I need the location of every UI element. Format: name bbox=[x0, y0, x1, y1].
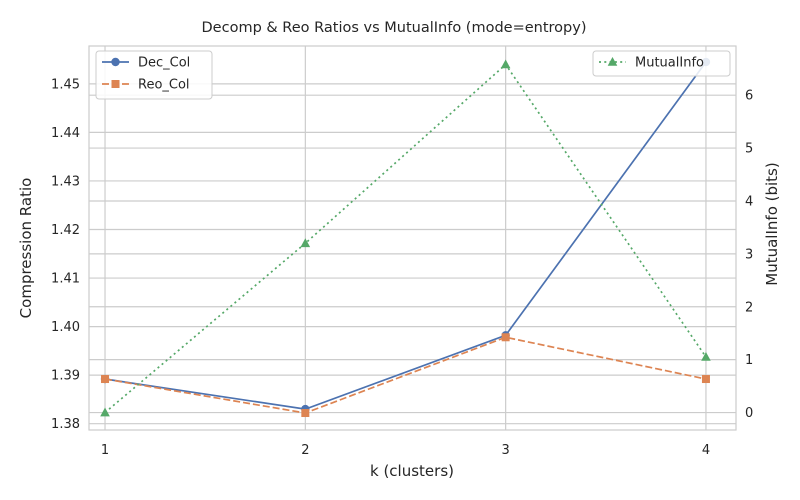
legend-reo-col-label: Reo_Col bbox=[138, 78, 190, 93]
y-tick-label: 1.39 bbox=[51, 369, 80, 384]
y2-tick-label: 4 bbox=[745, 194, 753, 209]
y2-tick-label: 0 bbox=[745, 406, 753, 421]
x-tick-label: 3 bbox=[502, 443, 510, 458]
y-tick-label: 1.41 bbox=[51, 272, 80, 287]
legend-mutualinfo-label: MutualInfo bbox=[635, 56, 704, 71]
y2-tick-label: 6 bbox=[745, 89, 753, 104]
mutualinfo-point bbox=[300, 238, 311, 248]
y-axis-left: 1.38 1.39 1.40 1.41 1.42 1.43 1.44 1.45 bbox=[51, 77, 80, 432]
mutualinfo-point bbox=[100, 407, 110, 417]
legend-right: MutualInfo bbox=[592, 50, 731, 77]
y2-tick-label: 3 bbox=[745, 247, 753, 262]
y-axis-right: 0 1 2 3 4 5 6 bbox=[745, 89, 753, 421]
x-axis-title: k (clusters) bbox=[370, 462, 454, 480]
y2-tick-label: 5 bbox=[745, 142, 753, 157]
series-layer bbox=[100, 57, 711, 418]
y2-tick-label: 1 bbox=[745, 353, 753, 368]
mutualinfo-line bbox=[104, 63, 707, 414]
mutualinfo-point bbox=[500, 59, 511, 69]
mutualinfo-point bbox=[701, 352, 711, 361]
y-tick-label: 1.38 bbox=[51, 417, 80, 432]
x-tick-label: 1 bbox=[101, 443, 109, 458]
x-tick-label: 4 bbox=[702, 443, 710, 458]
plot-area bbox=[88, 45, 737, 431]
legend-mutualinfo-marker bbox=[607, 57, 618, 66]
dec-col-line bbox=[104, 61, 707, 410]
x-tick-label: 2 bbox=[301, 443, 309, 458]
legend-frame bbox=[592, 50, 731, 77]
y-axis-title: Compression Ratio bbox=[17, 178, 35, 319]
legend-frame bbox=[95, 50, 213, 100]
series-mutualinfo bbox=[100, 59, 711, 417]
y-tick-label: 1.42 bbox=[51, 223, 80, 238]
y-tick-label: 1.43 bbox=[51, 174, 80, 189]
y2-tick-label: 2 bbox=[745, 300, 753, 315]
reo-col-line bbox=[104, 336, 707, 414]
y2-axis-title: MutualInfo (bits) bbox=[763, 162, 781, 285]
chart-title: Decomp & Reo Ratios vs MutualInfo (mode=… bbox=[202, 20, 587, 36]
reo-col-point bbox=[101, 375, 110, 384]
y-tick-label: 1.45 bbox=[51, 77, 80, 92]
legend-left: Dec_Col Reo_Col bbox=[95, 50, 213, 100]
reo-col-point bbox=[701, 375, 710, 384]
legend-dec-col-marker bbox=[111, 57, 120, 67]
reo-col-point bbox=[501, 333, 510, 342]
legend-reo-col-marker bbox=[111, 80, 120, 88]
series-reo-col bbox=[101, 333, 710, 418]
y-tick-label: 1.44 bbox=[51, 126, 80, 141]
reo-col-point bbox=[301, 409, 310, 418]
x-axis: 1 2 3 4 bbox=[101, 443, 710, 458]
y-tick-label: 1.40 bbox=[51, 320, 80, 335]
grid bbox=[89, 46, 736, 430]
legend-dec-col-label: Dec_Col bbox=[138, 56, 190, 71]
